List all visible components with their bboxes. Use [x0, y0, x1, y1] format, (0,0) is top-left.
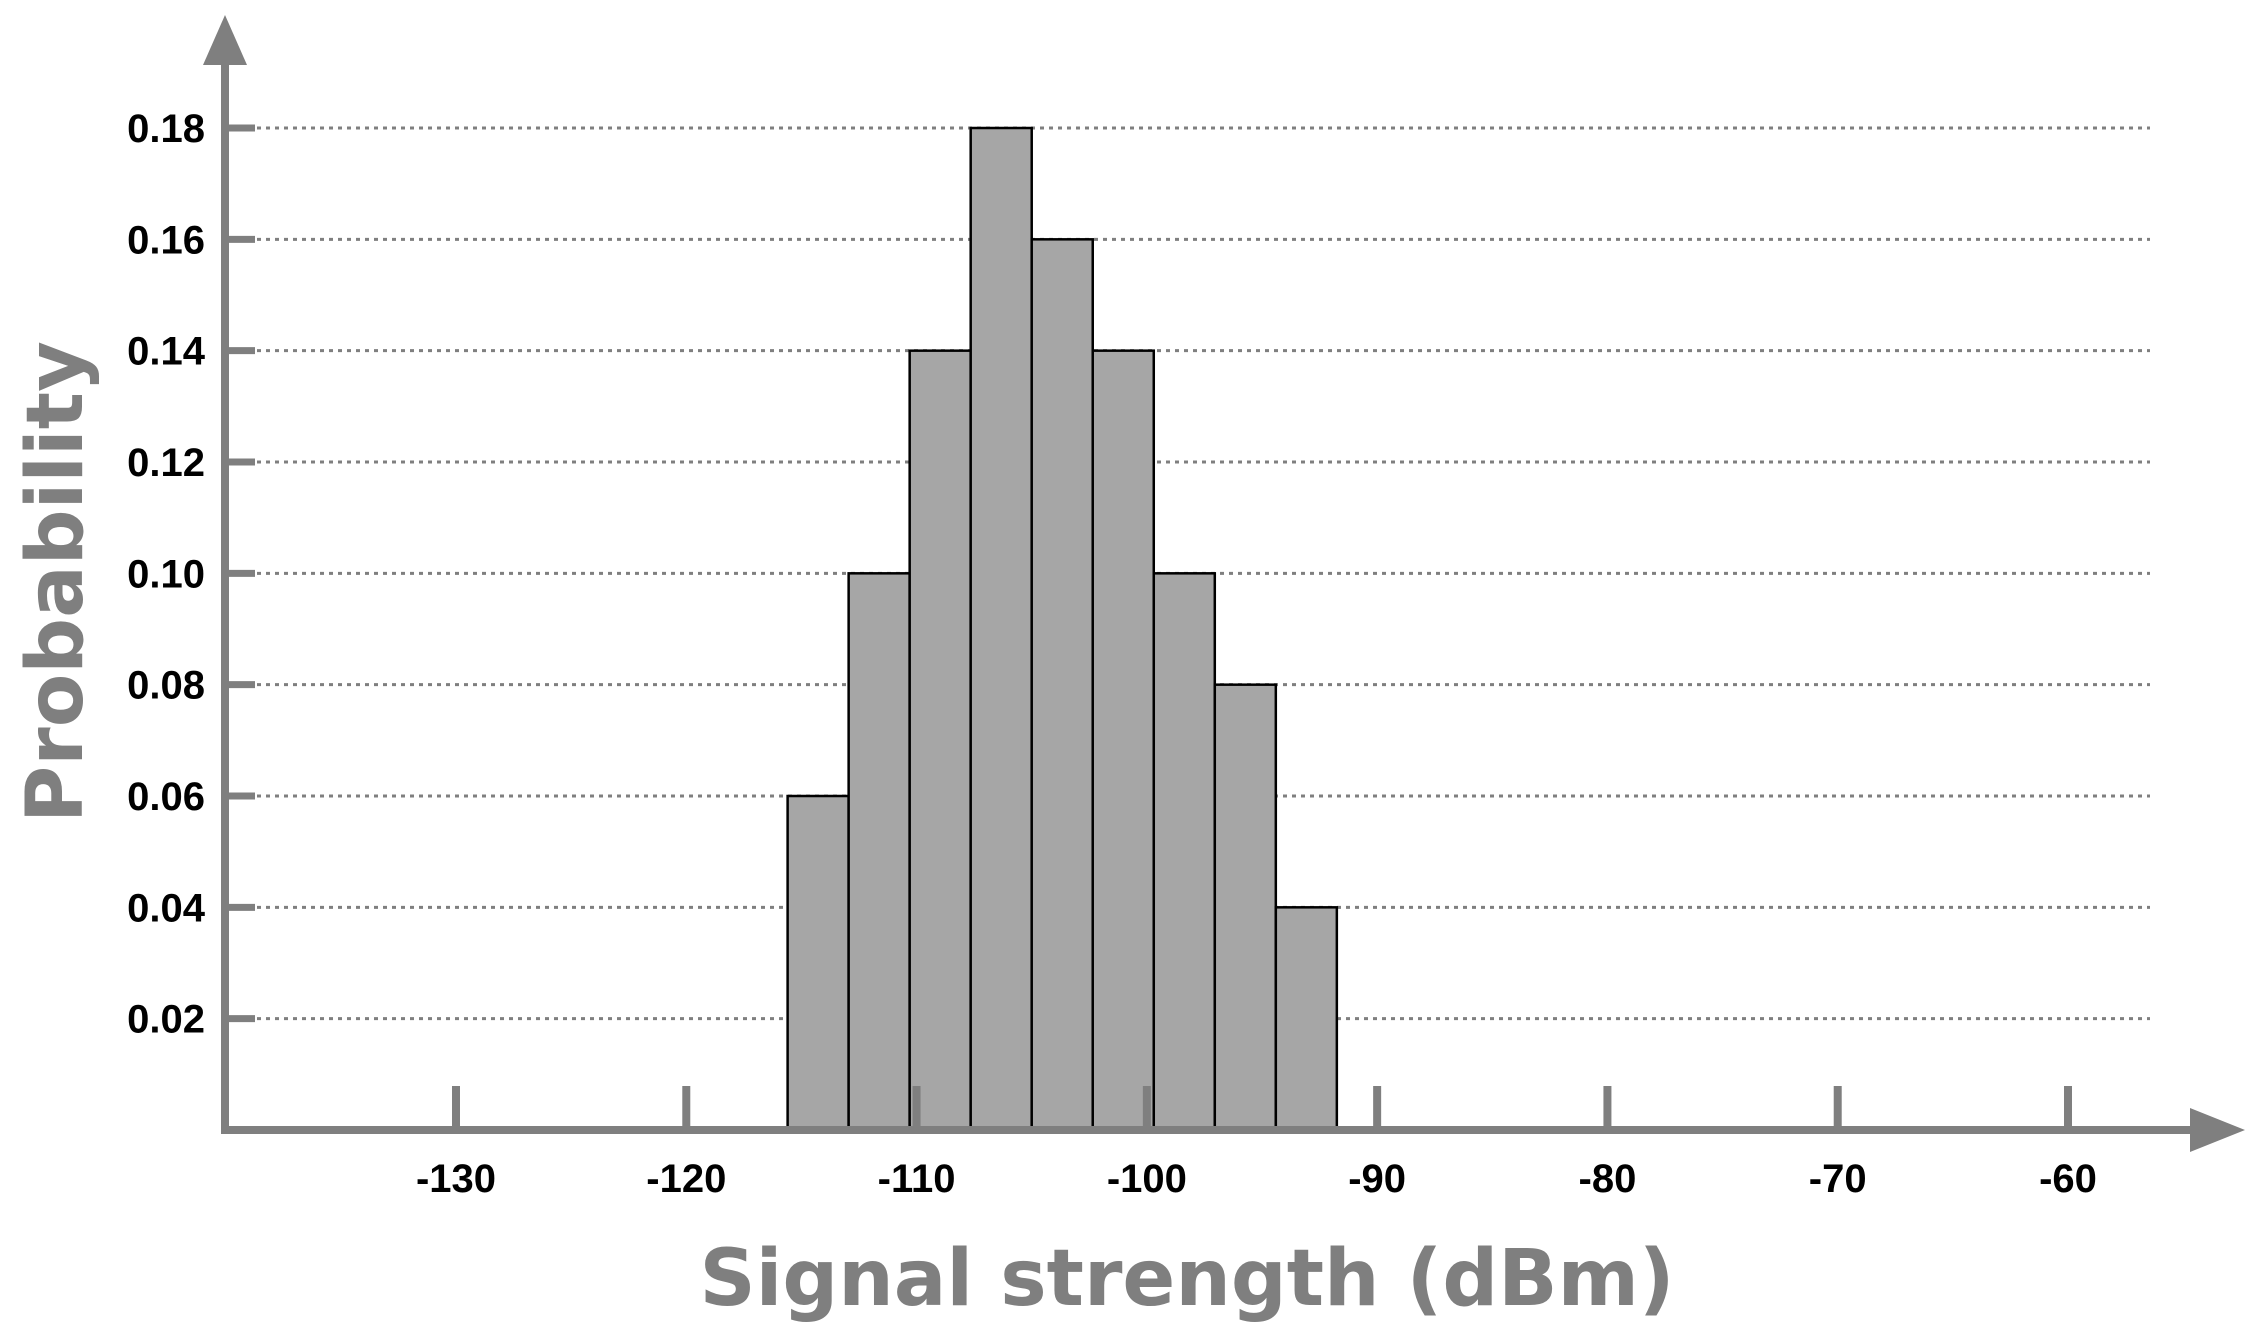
- y-tick-label: 0.02: [127, 998, 205, 1042]
- bar-0: [786, 794, 850, 1132]
- x-tick-label: -60: [2039, 1157, 2097, 1201]
- bar-3: [969, 126, 1033, 1132]
- bar-6: [1152, 572, 1217, 1132]
- y-tick-label: 0.08: [127, 664, 205, 708]
- bar-7: [1213, 683, 1278, 1132]
- bar-4: [1030, 238, 1094, 1132]
- x-tick-label: -90: [1348, 1157, 1406, 1201]
- bar-8: [1274, 906, 1339, 1132]
- y-axis-arrowhead: [203, 15, 247, 65]
- bar-2: [908, 349, 972, 1132]
- x-tick-label: -100: [1107, 1157, 1187, 1201]
- x-axis-title: Signal strength (dBm): [699, 1234, 1674, 1324]
- y-tick-label: 0.12: [127, 441, 205, 485]
- axes: [203, 15, 2245, 1152]
- y-tick-label: 0.16: [127, 218, 205, 262]
- bar-1: [847, 572, 911, 1132]
- bars: [786, 126, 1339, 1132]
- x-tick-label: -70: [1809, 1157, 1867, 1201]
- x-ticks: -130 -120 -110 -100 -90 -80 -70 -60: [416, 1086, 2097, 1201]
- y-tick-label: 0.14: [127, 330, 206, 374]
- x-tick-label: -120: [646, 1157, 726, 1201]
- x-tick-label: -130: [416, 1157, 496, 1201]
- x-tick-label: -80: [1579, 1157, 1637, 1201]
- x-axis-arrowhead: [2190, 1108, 2245, 1152]
- x-tick-label: -110: [878, 1157, 956, 1201]
- y-ticks: 0.02 0.04 0.06 0.08 0.10 0.12 0.14 0.16 0.18: [127, 107, 255, 1042]
- y-tick-label: 0.06: [127, 775, 205, 819]
- bar-5: [1091, 349, 1156, 1132]
- y-tick-label: 0.10: [127, 552, 205, 596]
- y-tick-label: 0.04: [127, 886, 206, 930]
- y-tick-label: 0.18: [127, 107, 205, 151]
- y-axis-title: Probability: [11, 341, 101, 823]
